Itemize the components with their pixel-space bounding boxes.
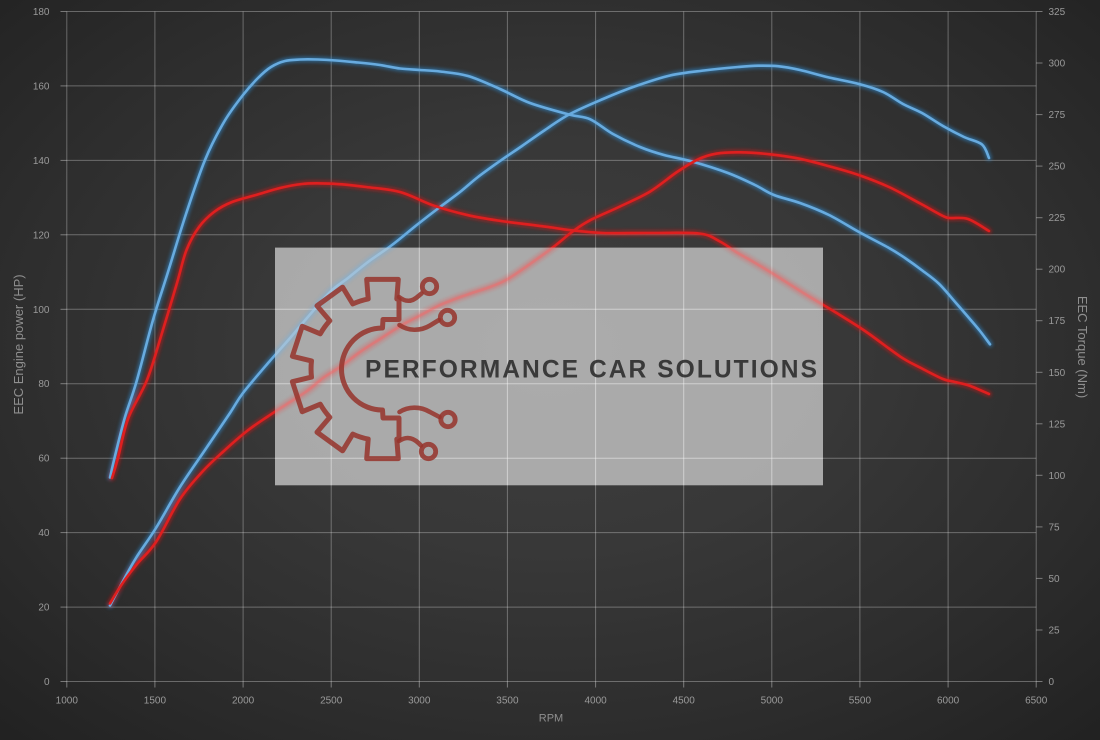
svg-text:175: 175 [1049, 316, 1066, 327]
svg-text:5500: 5500 [849, 696, 872, 707]
svg-text:50: 50 [1049, 574, 1061, 585]
svg-text:100: 100 [1049, 471, 1066, 482]
svg-text:150: 150 [1049, 368, 1066, 379]
svg-text:RPM: RPM [539, 713, 563, 725]
svg-text:325: 325 [1049, 7, 1066, 18]
svg-text:EEC Torque (Nm): EEC Torque (Nm) [1075, 296, 1090, 398]
svg-text:0: 0 [44, 677, 50, 688]
svg-text:275: 275 [1049, 110, 1066, 121]
svg-text:4500: 4500 [673, 696, 696, 707]
svg-text:1500: 1500 [144, 696, 167, 707]
svg-text:250: 250 [1049, 162, 1066, 173]
svg-text:1000: 1000 [56, 696, 79, 707]
svg-text:225: 225 [1049, 213, 1066, 224]
svg-text:200: 200 [1049, 265, 1066, 276]
svg-text:6000: 6000 [937, 696, 960, 707]
svg-text:80: 80 [38, 379, 50, 390]
svg-text:6500: 6500 [1025, 696, 1048, 707]
svg-text:160: 160 [33, 81, 50, 92]
svg-text:100: 100 [33, 305, 50, 316]
svg-text:20: 20 [38, 603, 50, 614]
svg-text:PERFORMANCE CAR SOLUTIONS: PERFORMANCE CAR SOLUTIONS [365, 357, 817, 384]
svg-text:0: 0 [1049, 677, 1055, 688]
svg-text:120: 120 [33, 230, 50, 241]
svg-text:180: 180 [33, 7, 50, 18]
svg-text:300: 300 [1049, 59, 1066, 70]
svg-text:2000: 2000 [232, 696, 255, 707]
svg-text:75: 75 [1049, 522, 1061, 533]
svg-text:3500: 3500 [496, 696, 519, 707]
svg-text:140: 140 [33, 156, 50, 167]
svg-text:60: 60 [38, 454, 50, 465]
svg-text:25: 25 [1049, 626, 1061, 637]
svg-text:5000: 5000 [761, 696, 784, 707]
svg-text:EEC Engine power (HP): EEC Engine power (HP) [11, 274, 26, 414]
svg-text:4000: 4000 [584, 696, 607, 707]
svg-text:40: 40 [38, 528, 50, 539]
svg-text:3000: 3000 [408, 696, 431, 707]
svg-text:125: 125 [1049, 419, 1066, 430]
svg-text:2500: 2500 [320, 696, 343, 707]
